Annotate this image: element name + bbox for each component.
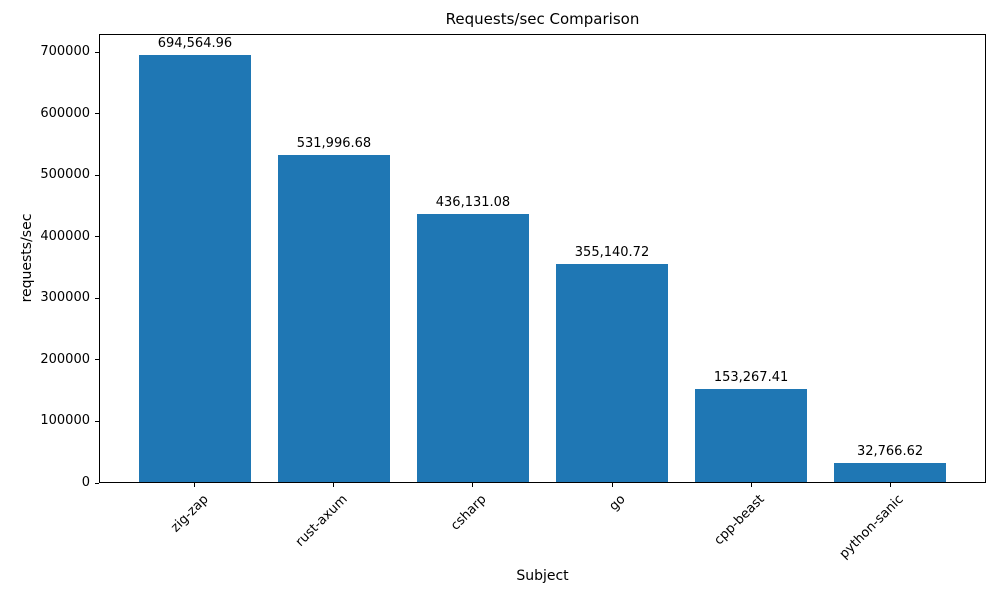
bar-rust-axum [278,155,390,482]
bar-value-label: 355,140.72 [574,245,650,261]
bar-value-label: 153,267.41 [713,369,789,385]
plot-area-border [99,34,986,483]
y-tick-label: 700000 [40,44,90,60]
y-tick [95,297,99,299]
bar-value-label: 32,766.62 [856,443,924,459]
y-tick [95,113,99,115]
x-tick-label-python-sanic: python-sanic [836,492,907,562]
bar-value-label: 436,131.08 [435,195,511,211]
y-tick-label: 400000 [40,228,90,244]
x-tick [750,483,752,487]
x-axis-label: Subject [516,568,569,584]
y-tick-label: 200000 [40,351,90,367]
x-tick-label-rust-axum: rust-axum [292,492,351,550]
bar-zig-zap [139,55,251,482]
chart-title: Requests/sec Comparison [445,10,640,28]
x-tick [194,483,196,487]
y-tick-label: 600000 [40,105,90,121]
y-tick-label: 300000 [40,290,90,306]
x-tick [889,483,891,487]
y-tick-label: 0 [81,475,90,490]
y-tick [95,420,99,422]
bar-go [556,264,668,482]
bar-value-label: 694,564.96 [157,36,233,52]
bar-cpp-beast [695,388,807,482]
x-tick-label-zig-zap: zig-zap [168,492,212,536]
y-tick [95,482,99,484]
x-tick-label-csharp: csharp [448,492,490,534]
x-tick [333,483,335,487]
y-tick-label: 500000 [40,167,90,183]
x-tick-label-cpp-beast: cpp-beast [711,492,768,549]
bar-csharp [417,214,529,482]
y-tick [95,174,99,176]
y-tick [95,359,99,361]
bar-python-sanic [834,462,946,482]
x-tick [472,483,474,487]
x-tick [611,483,613,487]
y-tick-label: 100000 [40,413,90,429]
y-tick [95,236,99,238]
bar-value-label: 531,996.68 [296,136,372,152]
x-tick-label-go: go [606,492,629,515]
y-axis-label: requests/sec [19,213,35,303]
y-tick [95,51,99,53]
